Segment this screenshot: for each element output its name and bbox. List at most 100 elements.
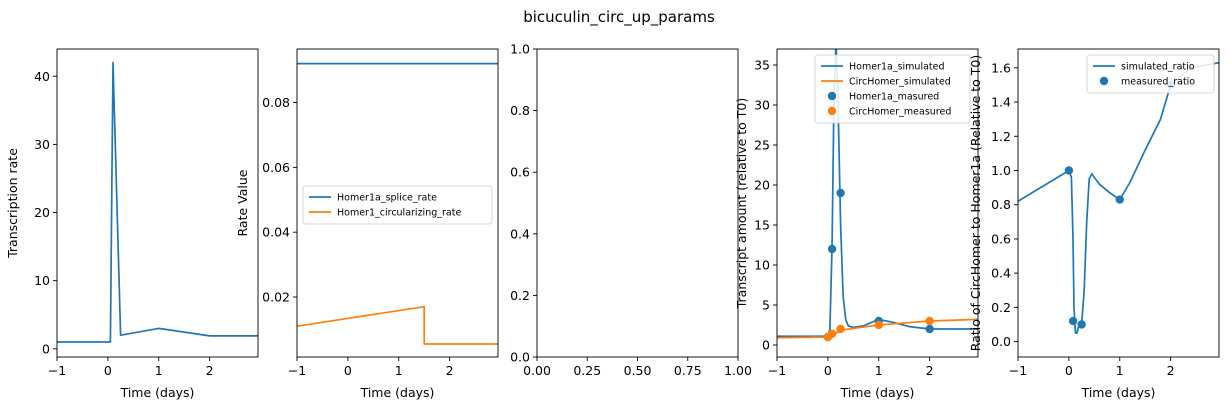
y-tick-label: 0 [762, 338, 770, 353]
axes-frame [536, 48, 739, 358]
y-tick-label: 1.6 [991, 60, 1011, 75]
legend: simulated_ratio measured_ratio [1086, 54, 1215, 94]
data-point [925, 324, 934, 334]
axes-frame [296, 48, 499, 358]
y-tick-label: 0.0 [991, 334, 1011, 349]
legend-label: simulated_ratio [1121, 62, 1195, 73]
y-tick-label: 0.04 [262, 225, 290, 240]
y-tick-label: 0.6 [991, 231, 1011, 246]
x-tick-label: 0 [824, 363, 832, 378]
y-tick-label: 0.2 [991, 300, 1011, 315]
legend-label: Homer1a_masured [849, 92, 939, 103]
plot-area [1018, 61, 1219, 334]
legend-label: Homer1a_splice_rate [337, 193, 437, 204]
x-tick-label: 2 [206, 363, 214, 378]
plot-area [57, 61, 258, 343]
y-axis-label: Transcript amount (relative to T0) [734, 98, 749, 310]
x-tick-label: 0.75 [674, 363, 702, 378]
y-tick-label: 5 [762, 298, 770, 313]
x-tick-label: −1 [768, 363, 786, 378]
y-tick-label: 10 [34, 273, 50, 288]
series-line [297, 305, 498, 345]
legend: Homer1a_simulated CircHomer_simulated Home… [814, 54, 971, 124]
series-line [57, 61, 258, 343]
y-tick-label: 0.06 [262, 160, 290, 175]
legend-label: CircHomer_measured [849, 107, 951, 118]
y-tick-label: 0.0 [510, 350, 530, 365]
x-tick-label: −1 [48, 363, 66, 378]
x-tick-label: 2 [446, 363, 454, 378]
x-tick-label: 2 [1167, 363, 1175, 378]
y-tick-label: 0.2 [510, 288, 530, 303]
data-point [827, 244, 837, 254]
x-axis-label: Time (days) [360, 385, 435, 400]
x-axis-label: Time (days) [1081, 385, 1156, 400]
x-tick-label: 0.50 [624, 363, 652, 378]
legend-frame [1086, 54, 1215, 94]
subplot-5: −1 0 1 2 0.0 0.2 0.4 0.6 0.8 1.0 1.2 1.4 1.6 Time (da… [968, 48, 1220, 400]
data-point [925, 316, 934, 326]
y-tick-label: 1.0 [991, 163, 1011, 178]
y-tick-label: 0.4 [991, 266, 1011, 281]
y-tick-label: 30 [754, 98, 770, 113]
subplot-2: −1 0 1 2 0.02 0.04 0.06 0.08 Time (days) Rate Val… [235, 48, 499, 400]
y-tick-label: 0.8 [991, 197, 1011, 212]
legend-marker [1099, 76, 1109, 86]
legend-label: measured_ratio [1121, 77, 1195, 88]
y-axis-label: Transcription rate [5, 148, 20, 259]
x-tick-label: 1 [155, 363, 163, 378]
x-tick-label: 1.00 [724, 363, 752, 378]
legend-marker [827, 91, 837, 101]
y-tick-label: 35 [754, 58, 770, 73]
x-tick-label: −1 [1009, 363, 1027, 378]
subplot-3: 0.00 0.25 0.50 0.75 1.00 0.0 0.2 0.4 0.6 0.8 1.0 [510, 42, 752, 379]
legend-label: CircHomer_simulated [849, 77, 951, 88]
series-line [777, 318, 978, 339]
y-tick-label: 0.8 [510, 103, 530, 118]
legend-frame [814, 54, 971, 124]
y-tick-label: 20 [34, 205, 50, 220]
y-tick-label: 10 [754, 258, 770, 273]
x-tick-label: 1 [875, 363, 883, 378]
y-tick-label: 15 [754, 218, 770, 233]
y-tick-label: 1.2 [991, 129, 1011, 144]
axes-frame [776, 48, 979, 358]
x-tick-label: 1 [1116, 363, 1124, 378]
y-tick-label: 0.08 [262, 95, 290, 110]
data-point [1064, 166, 1074, 175]
legend: Homer1a_splice_rate Homer1_circularizing_… [302, 185, 493, 225]
x-axis-label: Time (days) [120, 385, 195, 400]
x-axis-label: Time (days) [840, 385, 915, 400]
axes-frame [1017, 48, 1220, 358]
y-tick-label: 0.4 [510, 226, 530, 241]
x-tick-label: −1 [288, 363, 306, 378]
data-point [1115, 195, 1124, 204]
y-axis-label: Rate Value [235, 169, 250, 236]
axes-frame [56, 48, 259, 358]
y-axis-label: Ratio of CircHomer to Homer1a (Relative … [968, 55, 983, 351]
series-line [1018, 61, 1219, 334]
data-point [836, 324, 845, 334]
y-tick-label: 40 [34, 69, 50, 84]
data-point [1068, 316, 1078, 326]
y-tick-label: 0.6 [510, 165, 530, 180]
data-point [1077, 320, 1086, 329]
y-tick-label: 0.02 [262, 290, 290, 305]
figure-title: bicuculin_circ_up_params [523, 8, 715, 27]
legend-marker [827, 106, 837, 116]
x-tick-label: 2 [926, 363, 934, 378]
data-point [874, 320, 883, 330]
plot-area [777, 49, 978, 342]
x-tick-label: 0 [344, 363, 352, 378]
y-tick-label: 1.4 [991, 95, 1011, 110]
x-tick-label: 0.25 [573, 363, 601, 378]
legend-label: Homer1_circularizing_rate [337, 208, 461, 219]
y-tick-label: 1.0 [510, 42, 530, 57]
plot-area [297, 62, 498, 345]
y-tick-label: 20 [754, 178, 770, 193]
y-tick-label: 0 [42, 341, 50, 356]
data-point [836, 188, 845, 198]
y-tick-label: 30 [34, 137, 50, 152]
